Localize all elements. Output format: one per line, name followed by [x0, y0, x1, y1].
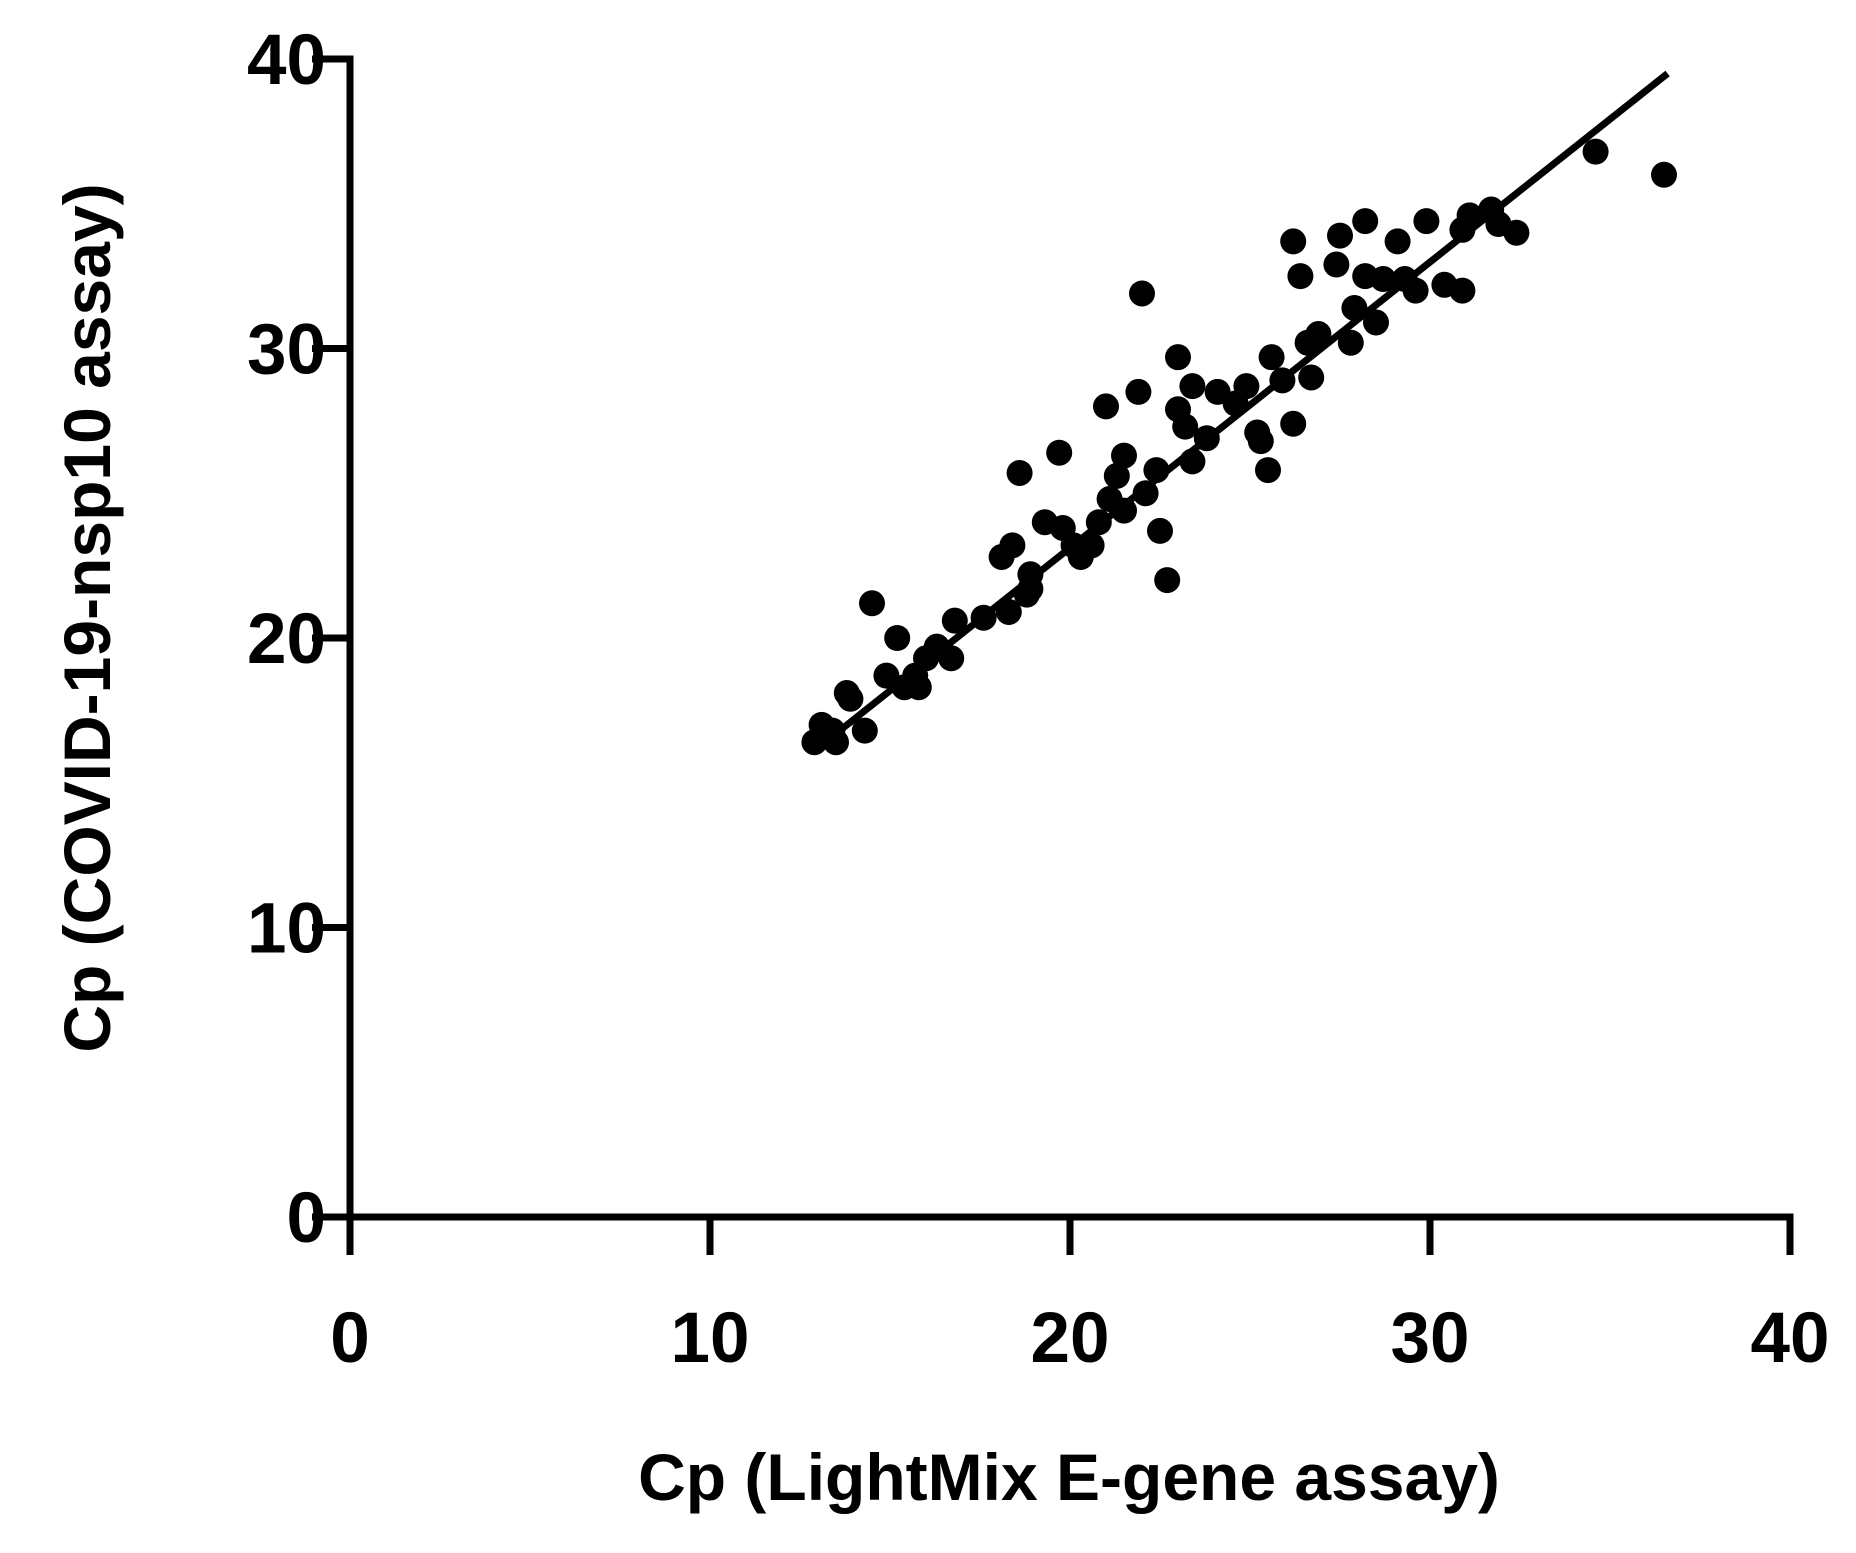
data-point — [1078, 532, 1105, 559]
data-point — [1352, 208, 1379, 235]
data-point — [1582, 138, 1609, 165]
data-point — [1132, 480, 1159, 507]
x-tick-label: 20 — [1031, 1299, 1110, 1378]
data-point — [1384, 228, 1411, 255]
fit-line — [830, 70, 1670, 740]
y-axis-title: Cp (COVID-19-nsp10 assay) — [50, 183, 124, 1052]
data-point — [1017, 575, 1044, 602]
data-point — [837, 685, 864, 712]
x-tick-label: 30 — [1391, 1299, 1470, 1378]
data-point — [1179, 373, 1206, 400]
data-point — [1449, 277, 1476, 304]
data-point — [995, 598, 1022, 625]
y-tick-label: 10 — [247, 890, 326, 969]
y-tick-label: 0 — [287, 1179, 327, 1258]
data-point — [1165, 344, 1191, 371]
data-point — [1172, 413, 1199, 440]
x-axis-title: Cp (LightMix E-gene assay) — [638, 1440, 1500, 1514]
x-tick-label: 40 — [1751, 1299, 1830, 1378]
data-point — [851, 717, 878, 744]
data-point — [1402, 277, 1429, 304]
data-point — [1413, 208, 1440, 235]
data-point — [1327, 222, 1353, 249]
data-point — [1298, 364, 1325, 391]
data-point — [1255, 457, 1281, 484]
data-point — [1125, 378, 1152, 405]
data-point — [1193, 425, 1220, 452]
data-point — [1103, 462, 1130, 489]
data-point — [1147, 517, 1173, 544]
data-point — [1046, 439, 1073, 466]
data-point — [938, 645, 965, 672]
data-point — [1280, 228, 1307, 255]
data-point — [1269, 367, 1296, 394]
data-point — [1503, 219, 1530, 246]
data-point — [1280, 410, 1307, 437]
data-point — [1247, 428, 1274, 455]
y-tick-label: 30 — [247, 311, 326, 390]
data-point — [1337, 329, 1364, 356]
data-point — [1111, 497, 1137, 524]
x-tick-label: 0 — [330, 1299, 370, 1378]
data-point — [1179, 448, 1206, 475]
data-point — [1233, 373, 1260, 400]
data-point — [1111, 442, 1137, 469]
data-point — [1093, 393, 1119, 420]
y-tick-label: 20 — [247, 600, 326, 679]
data-point — [1258, 344, 1285, 371]
data-point — [884, 625, 911, 651]
x-tick-label: 10 — [671, 1299, 750, 1378]
data-point — [1341, 294, 1368, 321]
data-point — [1305, 321, 1332, 348]
y-tick-label: 40 — [247, 21, 326, 100]
data-point — [941, 607, 968, 634]
data-point — [1154, 567, 1181, 594]
data-point — [1085, 509, 1112, 536]
data-point — [1143, 457, 1170, 484]
data-point — [1129, 280, 1155, 307]
data-point — [1287, 263, 1314, 290]
data-point — [1363, 309, 1389, 336]
data-point — [999, 532, 1026, 559]
data-point — [1370, 266, 1397, 293]
data-point — [1456, 202, 1483, 229]
data-point — [1651, 161, 1677, 188]
data-point — [819, 717, 846, 744]
data-point — [902, 662, 929, 689]
data-point — [1323, 251, 1350, 278]
data-point — [859, 590, 885, 617]
data-point — [1006, 459, 1033, 486]
data-point — [970, 604, 997, 631]
